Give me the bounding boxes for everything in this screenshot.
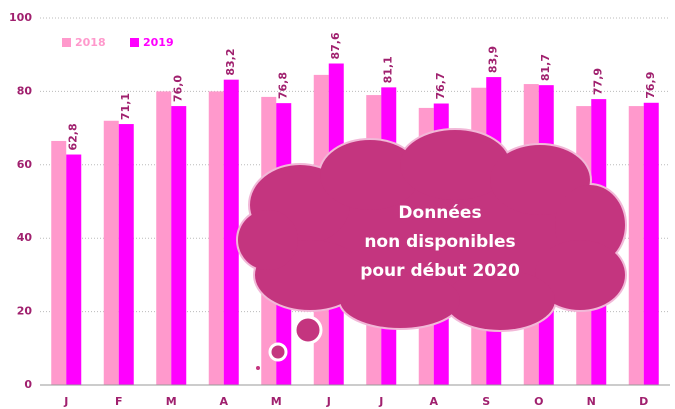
y-tick-label: 80	[17, 84, 33, 97]
x-tick-label: S	[482, 395, 490, 408]
x-tick-label: A	[429, 395, 438, 408]
value-label: 81,7	[539, 54, 552, 81]
cloud-bubble	[295, 317, 321, 343]
value-label: 76,7	[434, 72, 447, 99]
value-label: 76,8	[277, 72, 290, 99]
bar	[119, 124, 134, 385]
x-tick-label: J	[378, 395, 383, 408]
cloud-bubble	[270, 344, 286, 360]
x-tick-label: F	[115, 395, 123, 408]
x-tick-label: M	[271, 395, 282, 408]
value-label: 77,9	[592, 68, 605, 95]
legend-swatch	[62, 38, 71, 47]
value-label: 81,1	[382, 56, 395, 83]
y-tick-label: 60	[17, 158, 33, 171]
bar	[66, 155, 81, 385]
bar	[51, 141, 66, 385]
x-tick-label: J	[63, 395, 68, 408]
value-label: 76,0	[172, 75, 185, 102]
x-tick-label: J	[326, 395, 331, 408]
value-label: 71,1	[119, 93, 132, 120]
cloud-bubble	[256, 366, 260, 370]
value-label: 87,6	[329, 32, 342, 59]
annotation: pour début 2020	[360, 261, 520, 281]
x-tick-label: O	[534, 395, 543, 408]
bar	[629, 106, 644, 385]
value-label: 83,2	[224, 49, 237, 76]
legend-swatch	[130, 38, 139, 47]
y-tick-label: 40	[17, 231, 33, 244]
legend-label: 2019	[143, 36, 174, 49]
y-tick-label: 20	[17, 305, 33, 318]
annotation: Données	[398, 203, 481, 223]
chart: 0 20 40 60 80 100 J 62,8 F 71,1 M 76,0 A 83,2 M 76,8 J 87…	[0, 0, 675, 409]
bar	[171, 106, 186, 385]
x-tick-label: A	[219, 395, 228, 408]
bar	[644, 103, 659, 385]
x-tick-label: N	[587, 395, 596, 408]
y-tick-label: 100	[9, 11, 32, 24]
bar	[104, 121, 119, 385]
value-label: 62,8	[67, 123, 80, 150]
bar	[156, 91, 171, 385]
cloud-body	[238, 210, 298, 270]
x-tick-label: D	[639, 395, 648, 408]
bar	[224, 80, 239, 385]
y-tick-label: 0	[24, 378, 32, 391]
x-tick-label: M	[166, 395, 177, 408]
bar	[209, 91, 224, 385]
value-label: 76,9	[644, 72, 657, 99]
annotation: non disponibles	[364, 232, 515, 252]
value-label: 83,9	[487, 46, 500, 73]
legend-label: 2018	[75, 36, 106, 49]
